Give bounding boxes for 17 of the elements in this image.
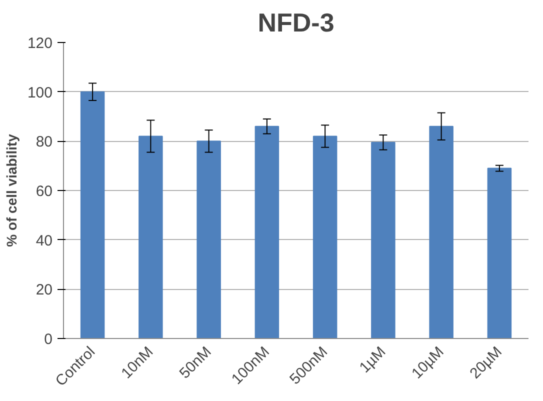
y-tick-label: 40 <box>36 232 53 250</box>
bar <box>487 168 512 338</box>
bar <box>196 140 221 338</box>
chart-title: NFD-3 <box>258 8 334 38</box>
y-tick-label: 60 <box>36 183 53 200</box>
bar <box>429 126 454 338</box>
y-tick-label: 100 <box>27 84 53 102</box>
bar <box>138 136 163 338</box>
bar <box>80 91 105 338</box>
bar <box>254 126 280 338</box>
y-tick-label: 0 <box>44 331 52 348</box>
y-tick-label: 80 <box>36 134 53 151</box>
y-tick-label: 20 <box>36 282 53 299</box>
bar <box>371 142 396 338</box>
bar <box>312 136 338 338</box>
y-axis-title: % of cell viability <box>3 134 20 247</box>
y-tick-label: 120 <box>27 35 53 52</box>
